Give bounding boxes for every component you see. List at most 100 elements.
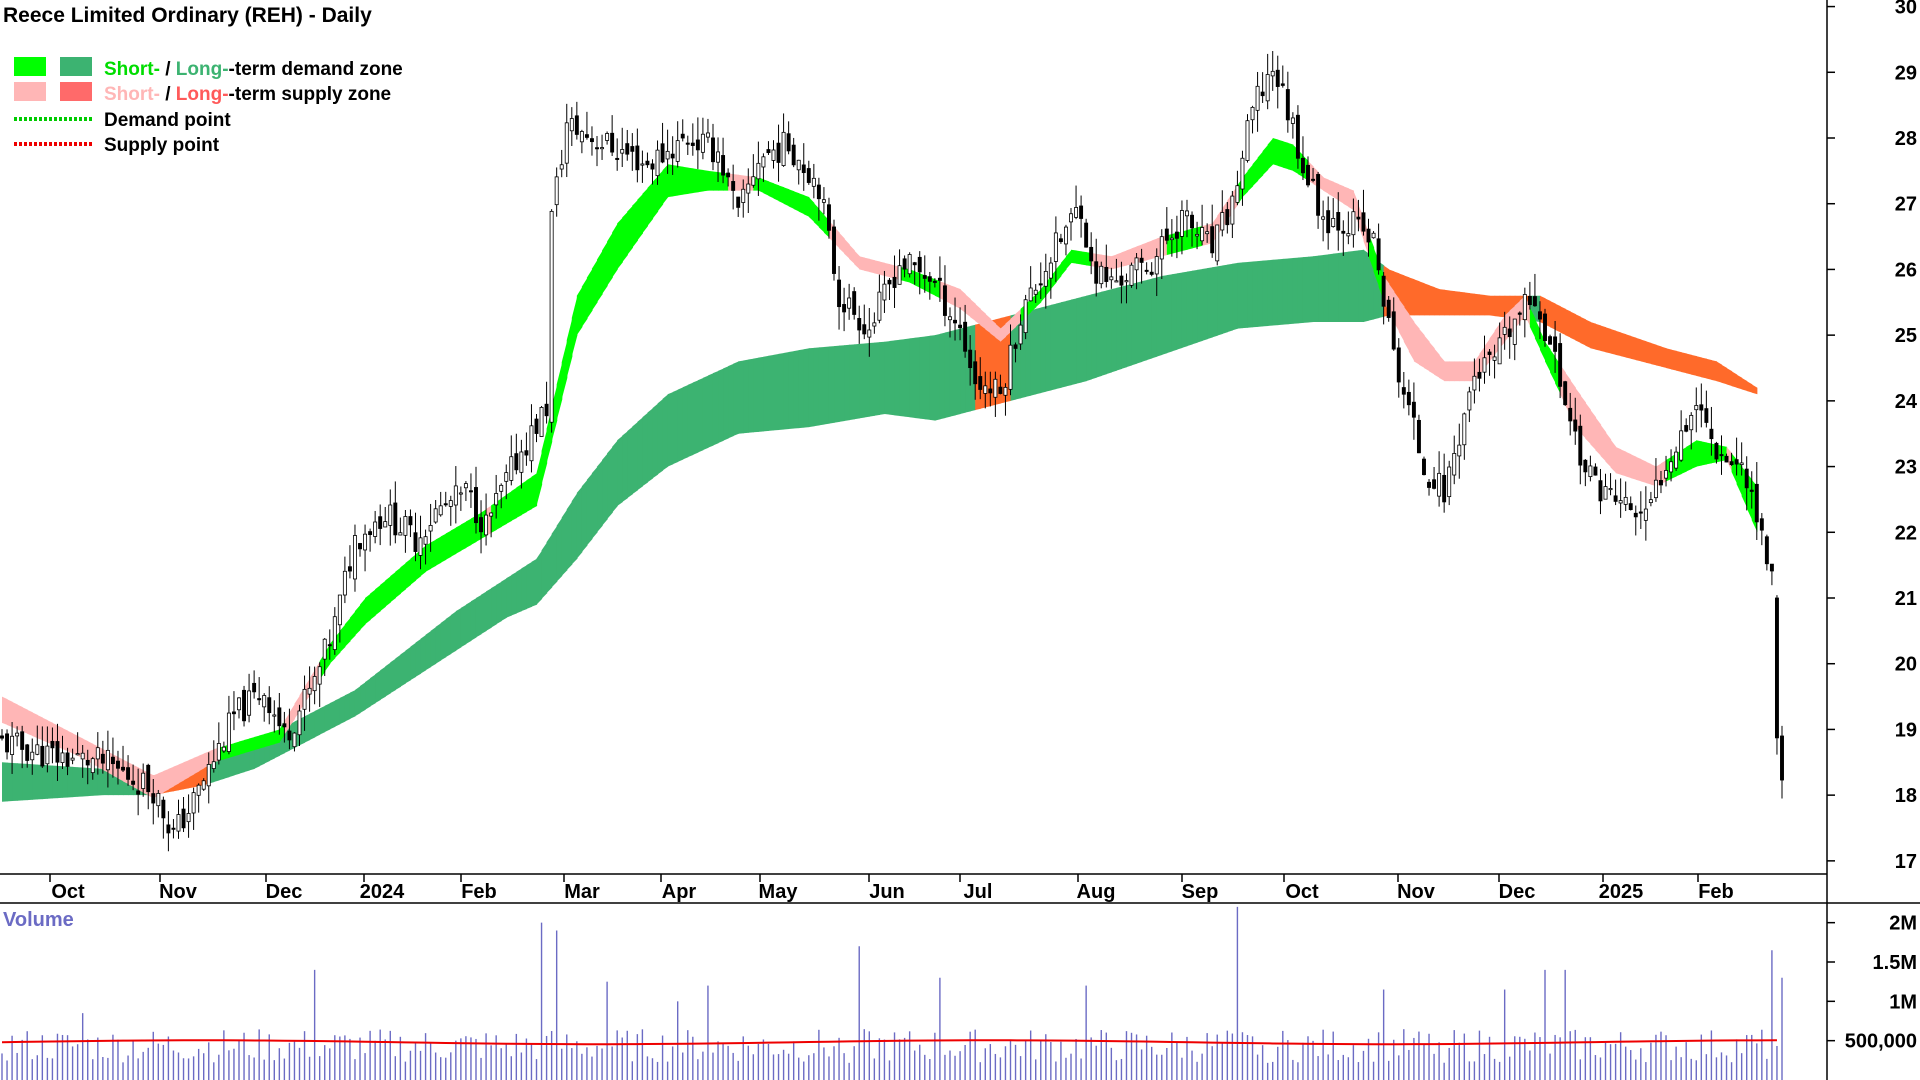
- candle-down: [524, 450, 529, 456]
- candle-down: [973, 361, 978, 385]
- candle-down: [837, 279, 842, 308]
- candle-down: [131, 780, 136, 785]
- short-zone-segment: [768, 181, 775, 199]
- candle-up: [1109, 276, 1114, 281]
- long-zone-segment: [1197, 268, 1203, 343]
- long-zone-segment: [1585, 319, 1591, 349]
- long-zone-segment: [349, 690, 356, 719]
- candle-up: [1185, 210, 1189, 217]
- short-zone-segment: [1449, 361, 1455, 382]
- candle-down: [857, 318, 862, 331]
- candle-up: [297, 710, 302, 736]
- short-zone-segment: [1625, 451, 1632, 479]
- candle-down: [1578, 425, 1583, 466]
- long-zone-segment: [455, 607, 462, 651]
- candle-up: [80, 752, 85, 760]
- candle-down: [1719, 454, 1724, 457]
- candle-down: [721, 155, 726, 176]
- candle-up: [489, 512, 494, 517]
- long-zone-segment: [1272, 259, 1279, 326]
- candle-up: [1669, 461, 1674, 473]
- long-zone-segment: [1328, 253, 1334, 322]
- short-zone-segment: [238, 740, 245, 755]
- candle-down: [1411, 401, 1416, 418]
- long-zone-segment: [813, 347, 820, 427]
- long-zone-segment: [662, 394, 669, 471]
- candle-down: [1568, 407, 1573, 422]
- legend: Short- / Long--term demand zone Short- /…: [14, 57, 403, 156]
- candle-down: [1633, 512, 1638, 518]
- short-zone-segment: [455, 524, 462, 554]
- short-zone-segment: [576, 286, 583, 336]
- candle-up: [665, 150, 670, 160]
- long-zone-segment: [541, 542, 548, 599]
- long-zone-segment: [1565, 308, 1571, 338]
- short-zone-segment: [62, 728, 69, 752]
- long-zone-segment: [1282, 258, 1289, 325]
- short-zone-segment: [67, 730, 74, 754]
- candle-down: [1714, 442, 1719, 460]
- short-zone-segment: [294, 695, 301, 719]
- short-zone-segment: [460, 521, 467, 551]
- candle-up: [337, 594, 342, 626]
- short-zone-segment: [1545, 341, 1551, 373]
- long-zone-segment: [667, 391, 674, 467]
- legend-supply-point: Supply point: [104, 135, 220, 156]
- demand-supply-zones: [2, 138, 1758, 802]
- candle-up: [1159, 236, 1164, 260]
- candle-down: [942, 285, 947, 316]
- long-zone-segment: [17, 763, 23, 801]
- short-zone-segment: [844, 238, 850, 259]
- short-zone-segment: [1534, 318, 1541, 350]
- legend-supply-suffix: -term supply zone: [229, 84, 392, 105]
- long-zone-segment: [1252, 261, 1259, 328]
- long-zone-segment: [1363, 249, 1370, 322]
- candle-up: [1195, 234, 1200, 237]
- long-zone-segment: [42, 764, 48, 800]
- candle-down: [680, 133, 685, 139]
- long-zone-segment: [440, 619, 447, 661]
- candle-down: [842, 304, 847, 313]
- candle-down: [1613, 495, 1618, 502]
- short-zone-segment: [1454, 361, 1460, 382]
- long-zone-segment: [586, 473, 593, 546]
- date-tick-label: Oct: [51, 881, 85, 903]
- long-zone-segment: [904, 338, 911, 418]
- candle-down: [927, 276, 932, 282]
- candle-up: [307, 687, 312, 695]
- long-zone-segment: [607, 446, 613, 520]
- short-zone-segment: [607, 232, 613, 286]
- short-zone-segment: [1595, 417, 1602, 456]
- candle-down: [1295, 114, 1300, 159]
- candle-down: [1749, 489, 1754, 492]
- long-zone-segment: [526, 561, 533, 609]
- candle-up: [60, 752, 65, 764]
- candle-up: [655, 149, 660, 177]
- volume-tick-label: 500,000: [1845, 1031, 1917, 1053]
- candle-up: [418, 537, 423, 556]
- long-zone-segment: [1242, 261, 1249, 329]
- candle-up: [1124, 280, 1129, 283]
- long-zone-segment: [702, 375, 709, 451]
- short-zone-segment: [642, 187, 649, 234]
- date-tick-label: 2025: [1599, 881, 1644, 903]
- candle-up: [312, 676, 317, 692]
- candle-down: [1326, 210, 1331, 234]
- short-zone-segment: [264, 732, 270, 748]
- short-zone-segment: [586, 268, 593, 319]
- long-zone-segment: [1065, 299, 1072, 387]
- date-tick-label: Dec: [266, 881, 303, 903]
- candle-down: [1729, 461, 1734, 466]
- short-zone-segment: [1338, 184, 1344, 204]
- candle-down: [932, 280, 937, 283]
- candle-down: [1119, 275, 1124, 286]
- candle-up: [322, 638, 327, 660]
- long-zone-segment: [874, 342, 880, 416]
- short-zone-segment: [793, 191, 800, 212]
- candle-down: [1537, 311, 1542, 320]
- short-zone-segment: [914, 271, 921, 288]
- candle-down: [151, 793, 156, 804]
- candle-down: [1104, 266, 1109, 282]
- candle-down: [584, 134, 589, 138]
- short-zone-segment: [349, 611, 356, 642]
